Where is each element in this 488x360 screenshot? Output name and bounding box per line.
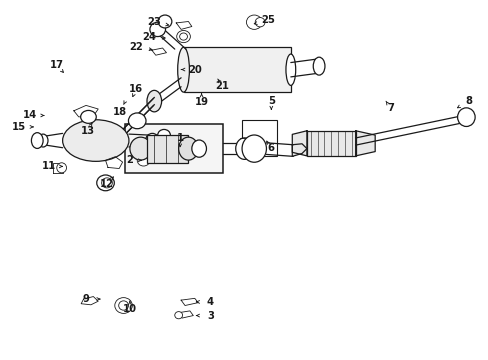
Ellipse shape [255,18,264,27]
Polygon shape [292,144,306,156]
Text: 17: 17 [50,60,63,70]
Polygon shape [355,131,374,156]
Ellipse shape [137,154,150,166]
Polygon shape [178,311,193,318]
Ellipse shape [62,120,129,161]
Ellipse shape [176,31,190,42]
Polygon shape [81,297,98,305]
Ellipse shape [313,57,325,75]
Polygon shape [181,298,198,306]
Ellipse shape [145,134,159,148]
Ellipse shape [158,130,170,141]
Ellipse shape [178,137,198,160]
Bar [242,121,277,156]
Text: 7: 7 [386,103,393,113]
Text: 1: 1 [176,133,183,143]
Text: 10: 10 [122,304,137,314]
Text: 23: 23 [147,17,161,27]
Ellipse shape [31,133,43,148]
Ellipse shape [285,54,295,85]
Ellipse shape [119,301,128,310]
Polygon shape [152,48,166,55]
Ellipse shape [242,135,266,162]
Text: 11: 11 [41,161,56,171]
Polygon shape [292,131,306,156]
Ellipse shape [102,178,112,188]
Ellipse shape [457,108,474,126]
Ellipse shape [174,312,182,319]
Bar [183,47,290,92]
Ellipse shape [235,138,253,159]
Ellipse shape [38,134,48,147]
Text: 12: 12 [100,179,114,189]
Text: 13: 13 [81,126,94,135]
Text: 8: 8 [465,96,471,106]
Polygon shape [74,105,98,117]
Ellipse shape [191,140,206,157]
Text: 2: 2 [126,155,133,165]
Ellipse shape [147,90,161,112]
Ellipse shape [81,111,96,123]
Text: 3: 3 [206,311,213,320]
Text: 25: 25 [261,15,274,26]
Text: 21: 21 [215,81,229,91]
Ellipse shape [115,298,132,314]
Text: 20: 20 [187,64,201,75]
Text: 24: 24 [142,32,156,41]
Ellipse shape [130,137,151,160]
Text: 16: 16 [129,84,143,94]
Bar [306,131,355,156]
Text: 9: 9 [82,294,89,304]
Bar [147,135,188,163]
Polygon shape [105,157,122,168]
Text: 14: 14 [23,111,37,121]
Text: 6: 6 [267,143,274,153]
Text: 15: 15 [12,122,26,132]
Ellipse shape [128,113,146,129]
Text: 4: 4 [206,297,213,307]
Text: 19: 19 [194,97,208,107]
Ellipse shape [158,15,171,28]
Text: 18: 18 [113,107,127,117]
Text: 22: 22 [129,42,143,52]
Ellipse shape [177,47,189,92]
Ellipse shape [97,175,114,191]
Ellipse shape [179,33,187,40]
Ellipse shape [57,163,66,173]
Polygon shape [53,163,63,173]
Bar [125,125,222,173]
Text: 5: 5 [267,96,274,106]
Ellipse shape [246,15,262,30]
Polygon shape [176,22,191,30]
Ellipse shape [150,22,165,37]
